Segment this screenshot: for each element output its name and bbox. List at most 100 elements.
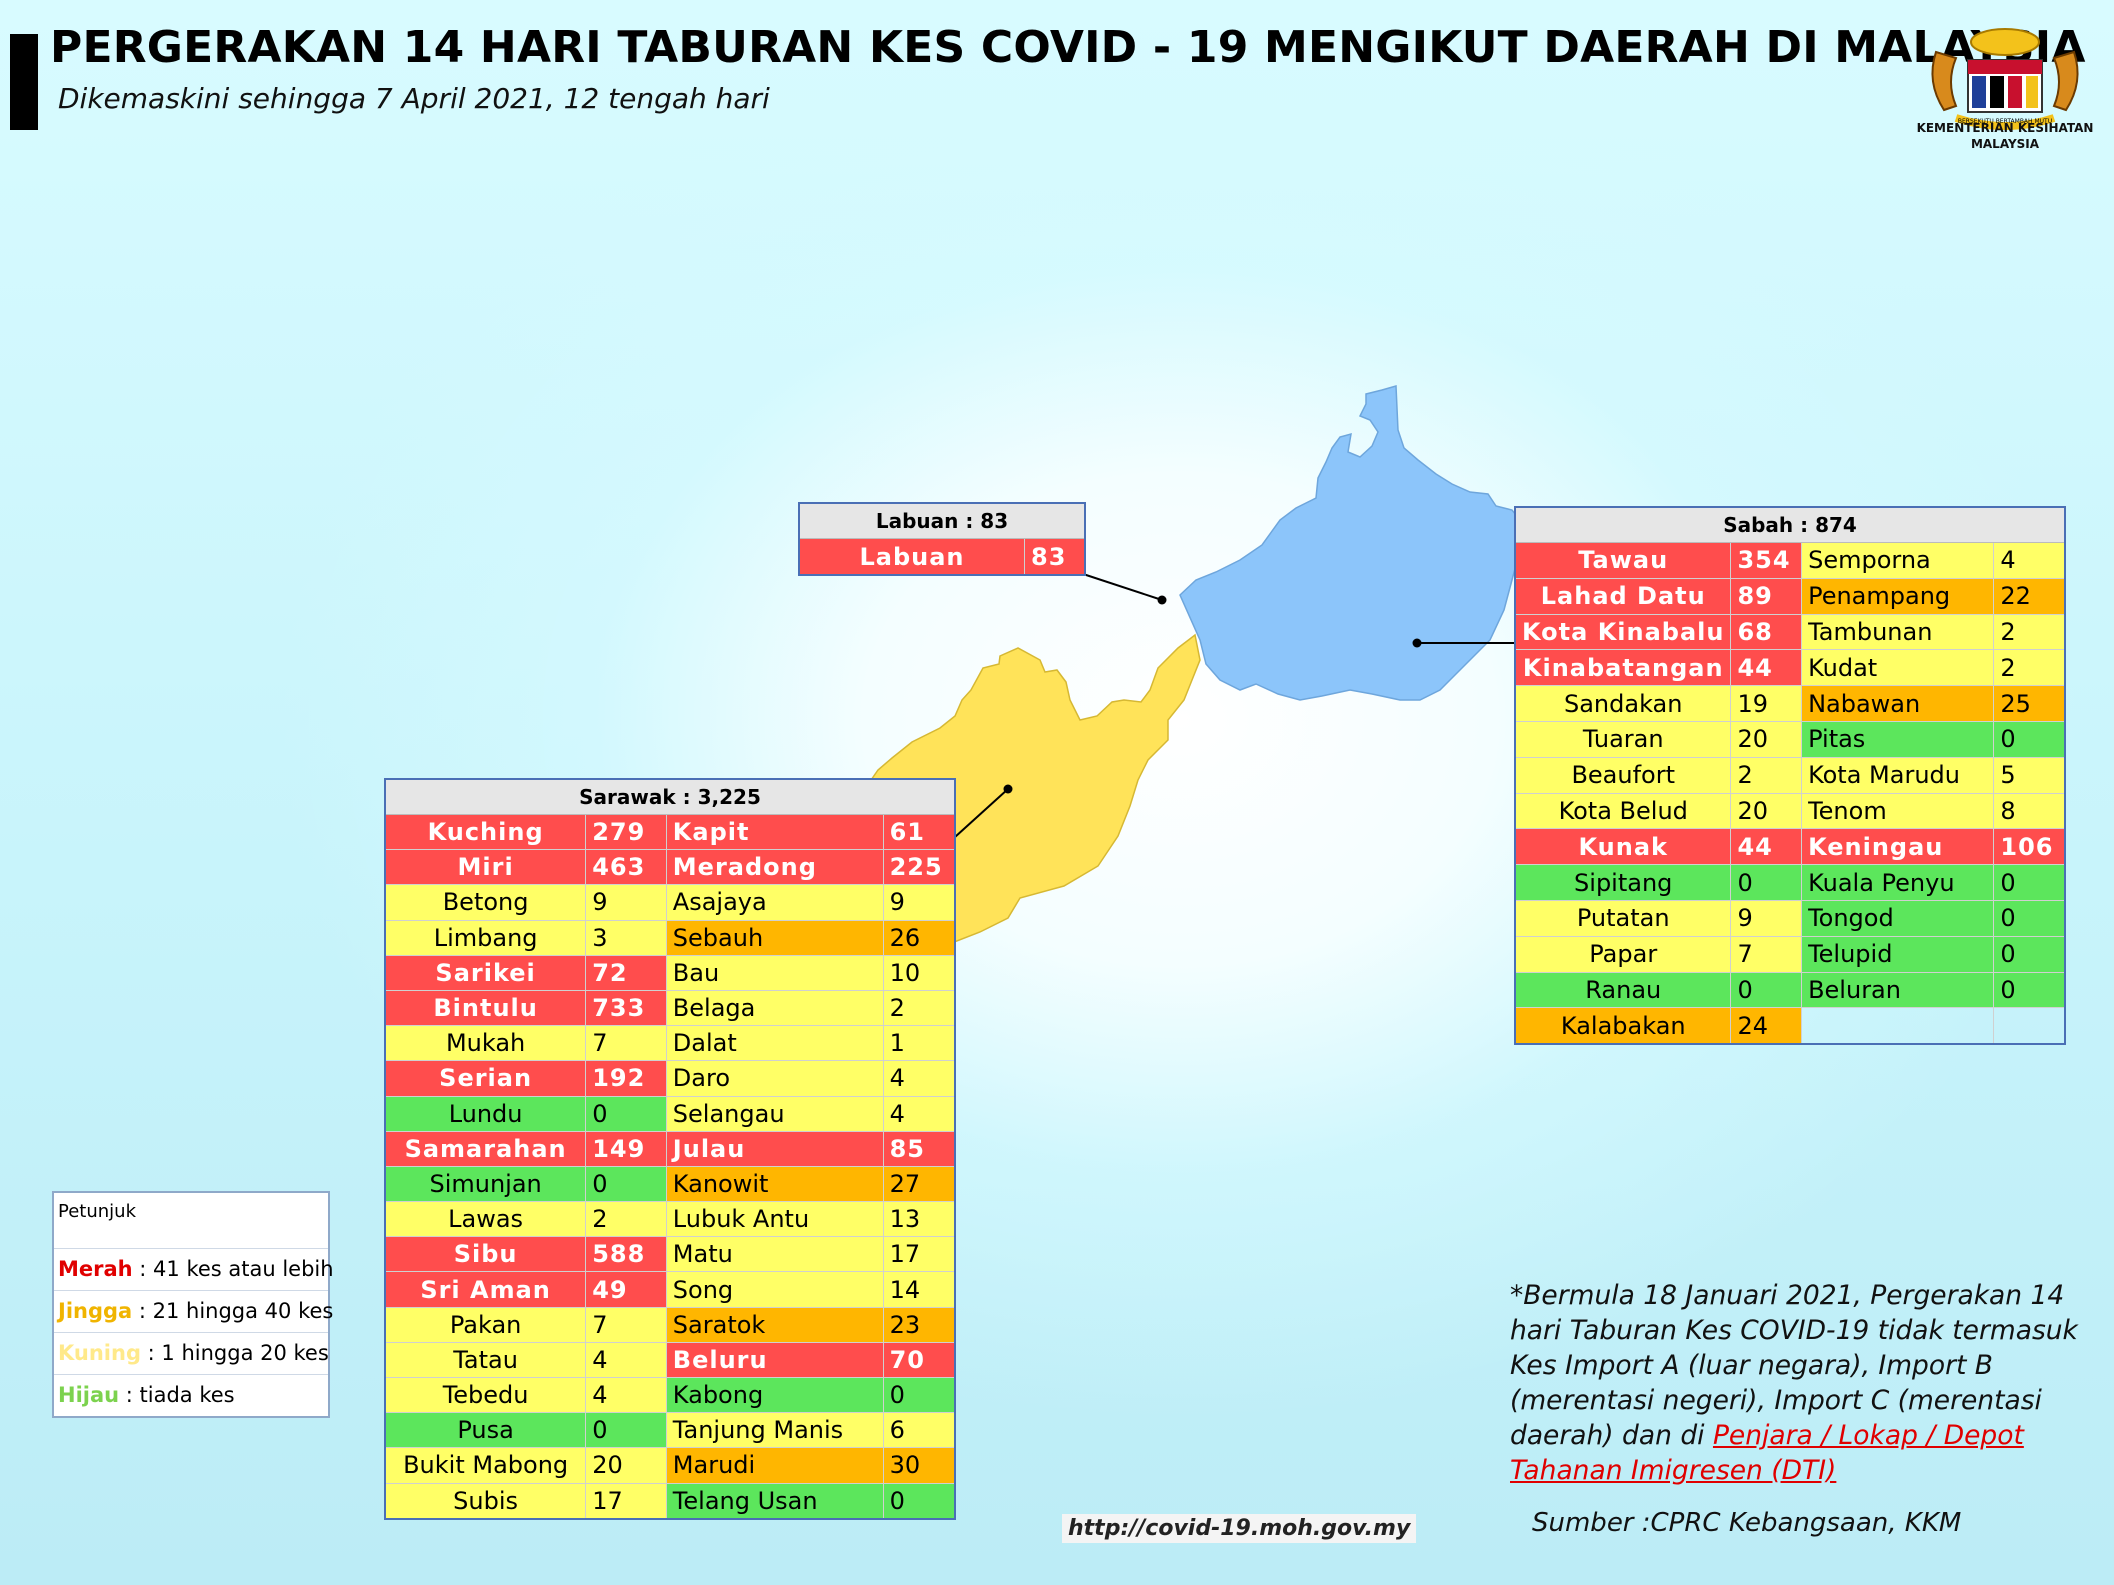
case-count: 149 [585, 1130, 667, 1167]
district-name: Sibu [384, 1236, 587, 1273]
district-name: Tebedu [384, 1376, 587, 1414]
district-name: Tawau [1514, 542, 1732, 579]
case-count: 17 [882, 1236, 956, 1273]
district-name: Mukah [384, 1025, 587, 1062]
sabah-table-title: Sabah : 874 [1514, 506, 2066, 543]
website-link[interactable]: http://covid-19.moh.gov.my [1062, 1514, 1417, 1543]
case-count: 20 [1730, 792, 1803, 830]
district-name: Kuching [384, 813, 587, 851]
district-name: Putatan [1514, 899, 1732, 937]
district-name: Sarikei [384, 954, 587, 991]
district-name: Pakan [384, 1306, 587, 1343]
footnote: *Bermula 18 Januari 2021, Pergerakan 14 … [1510, 1278, 2100, 1488]
svg-text:BERSEKUTU BERTAMBAH MUTU: BERSEKUTU BERTAMBAH MUTU [1958, 118, 2052, 125]
district-name: Tambunan [1801, 613, 1995, 651]
table-row: Sri Aman 49 Song 14 [384, 1271, 956, 1308]
case-count: 0 [585, 1095, 667, 1132]
case-count: 2 [1993, 613, 2066, 651]
case-count: 19 [1730, 685, 1803, 722]
table-row: Pusa 0 Tanjung Manis 6 [384, 1412, 956, 1449]
district-name: Simunjan [384, 1165, 587, 1203]
case-count: 44 [1730, 649, 1803, 687]
case-count: 14 [882, 1271, 956, 1308]
district-name: Belaga [665, 989, 884, 1027]
footnote-link[interactable]: Penjara / Lokap / Depot Tahanan Imigrese… [1510, 1420, 2024, 1486]
case-count: 225 [882, 849, 956, 886]
legend-desc: : 21 hingga 40 kes [132, 1299, 334, 1323]
district-name: Lawas [384, 1201, 587, 1238]
case-count: 85 [882, 1130, 956, 1167]
kkm-crest-logo: BERSEKUTU BERTAMBAH MUTU [1931, 28, 2079, 130]
district-name: Sebauh [665, 919, 884, 956]
district-name: Kunak [1514, 828, 1732, 866]
district-name: Pitas [1801, 720, 1995, 758]
case-count: 68 [1730, 613, 1803, 651]
table-row: Miri 463 Meradong 225 [384, 849, 956, 886]
district-name: Beluran [1801, 971, 1995, 1009]
district-name: Penampang [1801, 577, 1995, 615]
case-count: 9 [585, 884, 667, 921]
case-count: 588 [585, 1236, 667, 1273]
case-count: 49 [585, 1271, 667, 1308]
district-name: Matu [665, 1236, 884, 1273]
case-count: 733 [585, 989, 667, 1027]
district-name: Meradong [665, 849, 884, 886]
table-row: Lahad Datu 89 Penampang 22 [1514, 577, 2066, 615]
district-name: Beluru [665, 1341, 884, 1379]
case-count: 192 [585, 1060, 667, 1097]
case-count: 23 [882, 1306, 956, 1343]
case-count: 6 [882, 1412, 956, 1449]
case-count: 3 [585, 919, 667, 956]
district-name: Sipitang [1514, 864, 1732, 901]
case-count: 70 [882, 1341, 956, 1379]
labuan-cases: 83 [1024, 538, 1086, 576]
sabah-table: Sabah : 874 Tawau 354 Semporna 4 Lahad Datu 8… [1514, 506, 2066, 1046]
labuan-district: Labuan [798, 538, 1025, 576]
page-subtitle: Dikemaskini sehingga 7 April 2021, 12 te… [58, 82, 770, 115]
case-count: 61 [882, 813, 956, 851]
legend-box: Petunjuk Merah : 41 kes atau lebih Jingga… [52, 1191, 334, 1418]
district-name: Daro [665, 1060, 884, 1097]
table-row: Mukah 7 Dalat 1 [384, 1025, 956, 1062]
table-row: Sandakan 19 Nabawan 25 [1514, 685, 2066, 722]
district-name: Song [665, 1271, 884, 1308]
district-name: Limbang [384, 919, 587, 956]
table-row: Sipitang 0 Kuala Penyu 0 [1514, 864, 2066, 901]
table-row: Tawau 354 Semporna 4 [1514, 542, 2066, 579]
case-count: 24 [1730, 1007, 1803, 1045]
case-count: 0 [1993, 720, 2066, 758]
case-count: 2 [882, 989, 956, 1027]
district-name: Kudat [1801, 649, 1995, 687]
legend-key: Hijau [58, 1383, 120, 1407]
legend-key: Jingga [58, 1299, 133, 1323]
district-name: Sandakan [1514, 685, 1732, 722]
table-row: Kunak 44 Keningau 106 [1514, 828, 2066, 866]
table-row: Tebedu 4 Kabong 0 [384, 1376, 956, 1414]
district-name [1801, 1007, 1995, 1045]
table-row: Papar 7 Telupid 0 [1514, 935, 2066, 973]
case-count: 44 [1730, 828, 1803, 866]
district-name: Subis [384, 1482, 587, 1520]
legend-desc: : 41 kes atau lebih [132, 1257, 334, 1281]
sabah-region [1179, 385, 1521, 701]
case-count: 106 [1993, 828, 2066, 866]
case-count: 8 [1993, 792, 2066, 830]
district-name: Kinabatangan [1514, 649, 1732, 687]
table-row: Ranau 0 Beluran 0 [1514, 971, 2066, 1009]
district-name: Miri [384, 849, 587, 886]
case-count: 7 [1730, 935, 1803, 973]
legend-heading: Petunjuk [54, 1193, 328, 1249]
table-row: Kota Kinabalu 68 Tambunan 2 [1514, 613, 2066, 651]
district-name: Kapit [665, 813, 884, 851]
legend-item: Merah : 41 kes atau lebih [54, 1249, 334, 1291]
table-row: Kalabakan 24 [1514, 1007, 2066, 1045]
case-count: 13 [882, 1201, 956, 1238]
district-name: Tuaran [1514, 720, 1732, 758]
case-count: 279 [585, 813, 667, 851]
case-count: 0 [882, 1482, 956, 1520]
district-name: Kuala Penyu [1801, 864, 1995, 901]
table-row: Bukit Mabong 20 Marudi 30 [384, 1447, 956, 1484]
case-count: 20 [585, 1447, 667, 1484]
case-count: 27 [882, 1165, 956, 1203]
district-name: Lundu [384, 1095, 587, 1132]
